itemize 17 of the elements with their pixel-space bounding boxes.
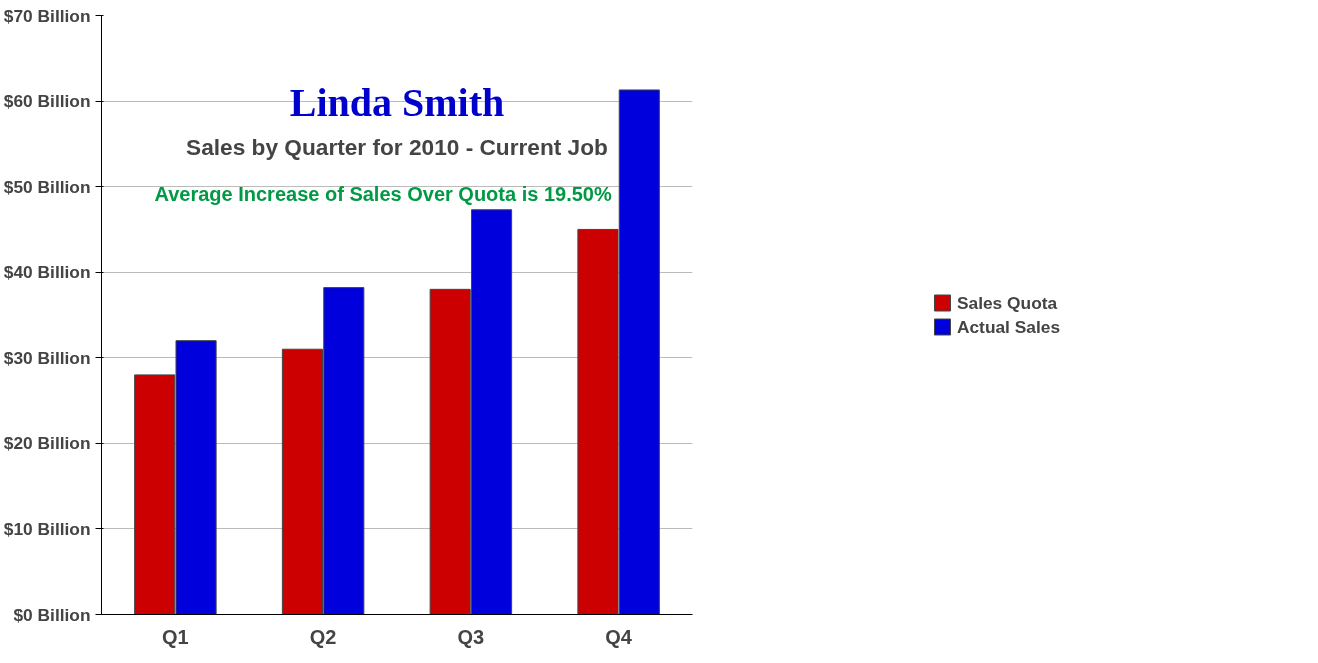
y-tick-label: $30 Billion (3, 347, 91, 368)
text: Linda Smith (289, 79, 505, 125)
y-tick-label: $70 Billion (3, 5, 91, 26)
legend-label: Sales Quota (956, 292, 1058, 313)
y-tick-label: $40 Billion (3, 262, 91, 283)
x-tick-label: Q2 (309, 625, 337, 648)
x-tick-label: Q3 (457, 625, 485, 648)
annotation: Average Increase of Sales Over Quota is 19.50% (154, 182, 612, 205)
text: Sales by Quarter for 2010 - Current Job (186, 133, 608, 160)
x-tick-label: Q1 (162, 625, 189, 648)
y-tick-label: $20 Billion (3, 433, 91, 454)
y-tick-label: $50 Billion (3, 176, 91, 197)
y-tick-label: $10 Billion (3, 518, 91, 539)
y-tick-label: $0 Billion (13, 604, 91, 625)
y-tick-label: $60 Billion (3, 91, 91, 112)
x-tick-label: Q4 (605, 625, 633, 648)
legend-label: Actual Sales (956, 316, 1061, 337)
